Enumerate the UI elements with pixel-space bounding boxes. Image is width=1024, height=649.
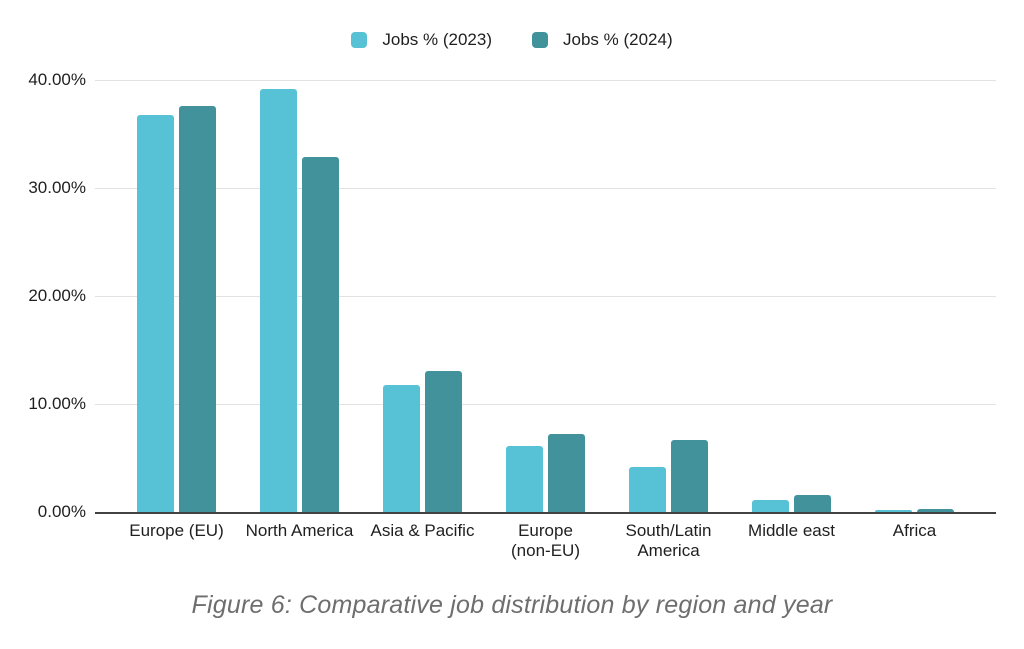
legend-swatch-2024-icon	[532, 32, 548, 48]
bar-group-south-latin-america	[607, 80, 730, 512]
gridline-40pct	[95, 80, 996, 81]
gridline-20pct	[95, 296, 996, 297]
bar-south-latin-america-jobs-2023	[629, 466, 666, 512]
chart-legend: Jobs % (2023) Jobs % (2024)	[0, 30, 1024, 50]
legend-item-jobs-2023: Jobs % (2023)	[351, 30, 492, 50]
y-axis-tick-10pct: 10.00%	[28, 394, 86, 413]
legend-label-jobs-2024: Jobs % (2024)	[563, 30, 673, 49]
x-axis-label-africa: Africa	[892, 521, 937, 540]
chart-plot-area: 40.00% 30.00% 20.00% 10.00% 0.00%	[28, 70, 996, 521]
x-axis-label-north-america: North America	[245, 521, 354, 540]
legend-item-jobs-2024: Jobs % (2024)	[532, 30, 673, 50]
x-axis-label-middle-east: Middle east	[748, 521, 835, 540]
bar-middle-east-jobs-2024	[794, 494, 831, 512]
bar-europe-non-eu-jobs-2024	[548, 434, 585, 512]
bar-middle-east-jobs-2023	[752, 500, 789, 512]
legend-swatch-2023-icon	[351, 32, 368, 48]
bar-group-north-america	[238, 80, 361, 512]
bar-south-latin-america-jobs-2024	[671, 439, 708, 512]
y-axis-tick-0pct: 0.00%	[37, 502, 86, 521]
legend-label-jobs-2023: Jobs % (2023)	[382, 30, 492, 49]
bar-europe-non-eu-jobs-2023	[506, 446, 543, 512]
bar-europe-eu-jobs-2024	[179, 105, 216, 512]
x-axis-label-europe-eu: Europe (EU)	[129, 521, 224, 540]
bar-group-middle-east	[730, 80, 853, 512]
gridline-10pct	[95, 404, 996, 405]
gridline-30pct	[95, 188, 996, 189]
bar-groups	[95, 80, 996, 512]
y-axis-tick-30pct: 30.00%	[28, 178, 86, 197]
bar-north-america-jobs-2024	[302, 156, 339, 512]
y-axis-tick-20pct: 20.00%	[28, 286, 86, 305]
y-axis-tick-40pct: 40.00%	[28, 70, 86, 89]
x-axis-label-south-latin-america: South/Latin America	[625, 521, 712, 561]
figure-caption: Figure 6: Comparative job distribution b…	[191, 591, 833, 619]
bar-europe-eu-jobs-2023	[137, 114, 174, 512]
x-axis-label-europe-non-eu: Europe (non-EU)	[511, 521, 580, 561]
bar-africa-jobs-2023	[875, 509, 912, 512]
bar-group-asia-pacific	[361, 80, 484, 512]
bar-asia-pacific-jobs-2023	[383, 384, 420, 512]
bar-africa-jobs-2024	[917, 508, 954, 512]
x-axis-labels: Europe (EU) North America Asia & Pacific Eu…	[95, 521, 996, 562]
x-axis-label-asia-pacific: Asia & Pacific	[370, 521, 475, 540]
bar-north-america-jobs-2023	[260, 88, 297, 512]
bar-group-africa	[853, 80, 976, 512]
bar-group-europe-eu	[115, 80, 238, 512]
bar-group-europe-non-eu	[484, 80, 607, 512]
bar-asia-pacific-jobs-2024	[425, 370, 462, 512]
